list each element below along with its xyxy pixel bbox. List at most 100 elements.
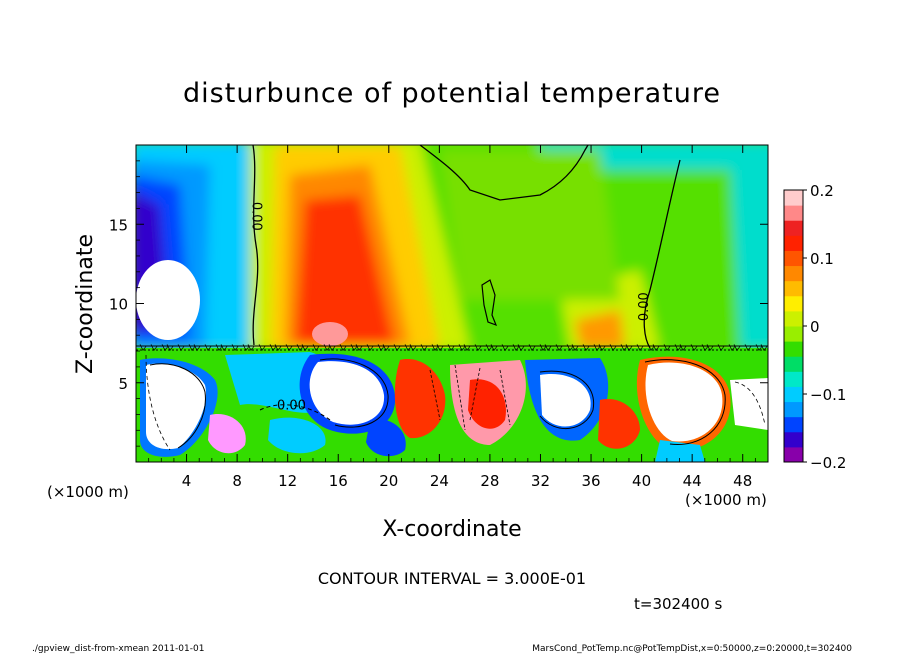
interface-contour-mark xyxy=(733,344,741,351)
colorbar-cell xyxy=(784,401,803,418)
contour-line xyxy=(149,363,206,449)
lower-blob xyxy=(645,362,723,442)
field-region-hot xyxy=(312,322,348,346)
colorbar-tick-label: 0.1 xyxy=(810,250,834,268)
interface-contour-mark xyxy=(204,344,212,351)
contour-line-dashed xyxy=(429,364,511,431)
interface-contour-mark xyxy=(382,344,390,351)
interface-contour-mark xyxy=(247,344,255,351)
interface-contour-mark xyxy=(274,344,282,351)
lower-blob xyxy=(394,359,446,439)
contour-line xyxy=(539,370,595,430)
x-tick-label: 16 xyxy=(329,472,348,490)
interface-contour-mark xyxy=(674,344,682,351)
colorbar-cells xyxy=(784,190,803,463)
lower-blob xyxy=(730,378,768,430)
interface-contour-mark xyxy=(652,344,660,351)
interface-contour-mark xyxy=(150,344,158,351)
interface-contour-mark xyxy=(242,344,250,351)
x-tick-label: 4 xyxy=(182,472,192,490)
interface-contour-mark xyxy=(717,344,725,351)
lower-blob xyxy=(540,374,591,427)
colorbar-cell xyxy=(784,250,803,267)
interface-contour-mark xyxy=(447,344,455,351)
colorbar-tick-label: 0 xyxy=(810,318,820,336)
interface-contour-mark xyxy=(566,344,574,351)
interface-contour-mark xyxy=(301,344,309,351)
colorbar-cell xyxy=(784,235,803,251)
interface-contour-mark xyxy=(409,344,417,351)
colorbar-cell xyxy=(784,310,803,327)
interface-contour-mark xyxy=(420,344,428,351)
interface-contour-mark xyxy=(220,344,228,351)
x-tick-label: 20 xyxy=(379,472,398,490)
contour-line-zero xyxy=(419,145,589,201)
lower-blob xyxy=(309,361,385,425)
contour-line-dashed xyxy=(145,354,171,451)
interface-contour-mark xyxy=(355,344,363,351)
colorbar-cell xyxy=(784,431,803,448)
interface-contour-mark xyxy=(269,344,277,351)
interface-contour-mark xyxy=(377,344,385,351)
contour-line-zero xyxy=(643,159,681,349)
interface-contour-mark xyxy=(161,344,169,351)
interface-contour-mark xyxy=(366,344,374,351)
interface-contour-mark xyxy=(166,344,174,351)
colorbar-tick-label: −0.1 xyxy=(810,386,846,404)
interface-contour-mark xyxy=(701,344,709,351)
field-region-hot xyxy=(295,195,395,345)
interface-contour-mark xyxy=(706,344,714,351)
interface-contour-mark xyxy=(544,344,552,351)
contour-line-zero xyxy=(252,145,259,346)
interface-contour-mark xyxy=(490,344,498,351)
plot-area: 0.00 0.00 0.00 xyxy=(135,144,769,463)
contour-label: 0.00 xyxy=(277,399,306,414)
interface-contour-mark xyxy=(193,344,201,351)
x-tick-label: 12 xyxy=(278,472,297,490)
interface-contour-mark xyxy=(404,344,412,351)
interface-contour-mark xyxy=(215,344,223,351)
interface-contour-mark xyxy=(139,344,147,351)
x-tick-label: 48 xyxy=(733,472,752,490)
contour-line xyxy=(319,358,389,428)
lower-blob xyxy=(366,419,406,457)
x-tick-label: 44 xyxy=(683,472,702,490)
contour-line-dashed xyxy=(734,381,766,426)
x-axis-label: X-coordinate xyxy=(382,517,521,542)
footer-right: MarsCond_PotTemp.nc@PotTempDist,x=0:5000… xyxy=(532,644,852,654)
colorbar: 0.2 0.1 0 −0.1 −0.2 xyxy=(783,182,846,472)
x-axis: 4 8 12 16 20 24 28 32 36 40 44 48 xyxy=(148,145,756,490)
colorbar-cell xyxy=(784,220,803,236)
interface-contour-mark xyxy=(188,344,196,351)
colorbar-cell xyxy=(784,341,803,357)
x-unit-left: (×1000 m) xyxy=(47,483,129,501)
y-axis-label: Z-coordinate xyxy=(73,234,98,374)
contour-labels: 0.00 0.00 0.00 xyxy=(139,202,768,414)
interface-contour-mark xyxy=(463,344,471,351)
interface-contour-mark xyxy=(485,344,493,351)
interface-contour-mark xyxy=(647,344,655,351)
y-tick-label: 5 xyxy=(118,375,128,393)
contour-lines xyxy=(136,145,768,451)
interface-contour-mark xyxy=(431,344,439,351)
interface-contour-mark xyxy=(555,344,563,351)
colorbar-cell xyxy=(784,416,803,433)
colorbar-cell xyxy=(784,265,803,282)
interface-contour-mark xyxy=(177,344,185,351)
interface-contour-mark xyxy=(663,344,671,351)
x-tick-label: 28 xyxy=(480,472,499,490)
x-tick-label: 32 xyxy=(531,472,550,490)
contour-interval-label: CONTOUR INTERVAL = 3.000E-01 xyxy=(318,569,586,588)
x-tick-label: 40 xyxy=(632,472,651,490)
lower-field xyxy=(136,348,768,462)
lower-blob xyxy=(146,363,206,450)
colorbar-cell xyxy=(784,190,803,206)
interface-contour-mark xyxy=(620,344,628,351)
interface-contour-mark xyxy=(458,344,466,351)
interface-contour-mark xyxy=(571,344,579,351)
colorbar-tick-label: 0.2 xyxy=(810,182,834,200)
x-tick-label: 36 xyxy=(581,472,600,490)
colorbar-cell xyxy=(784,371,803,387)
interface-contour-mark xyxy=(625,344,633,351)
